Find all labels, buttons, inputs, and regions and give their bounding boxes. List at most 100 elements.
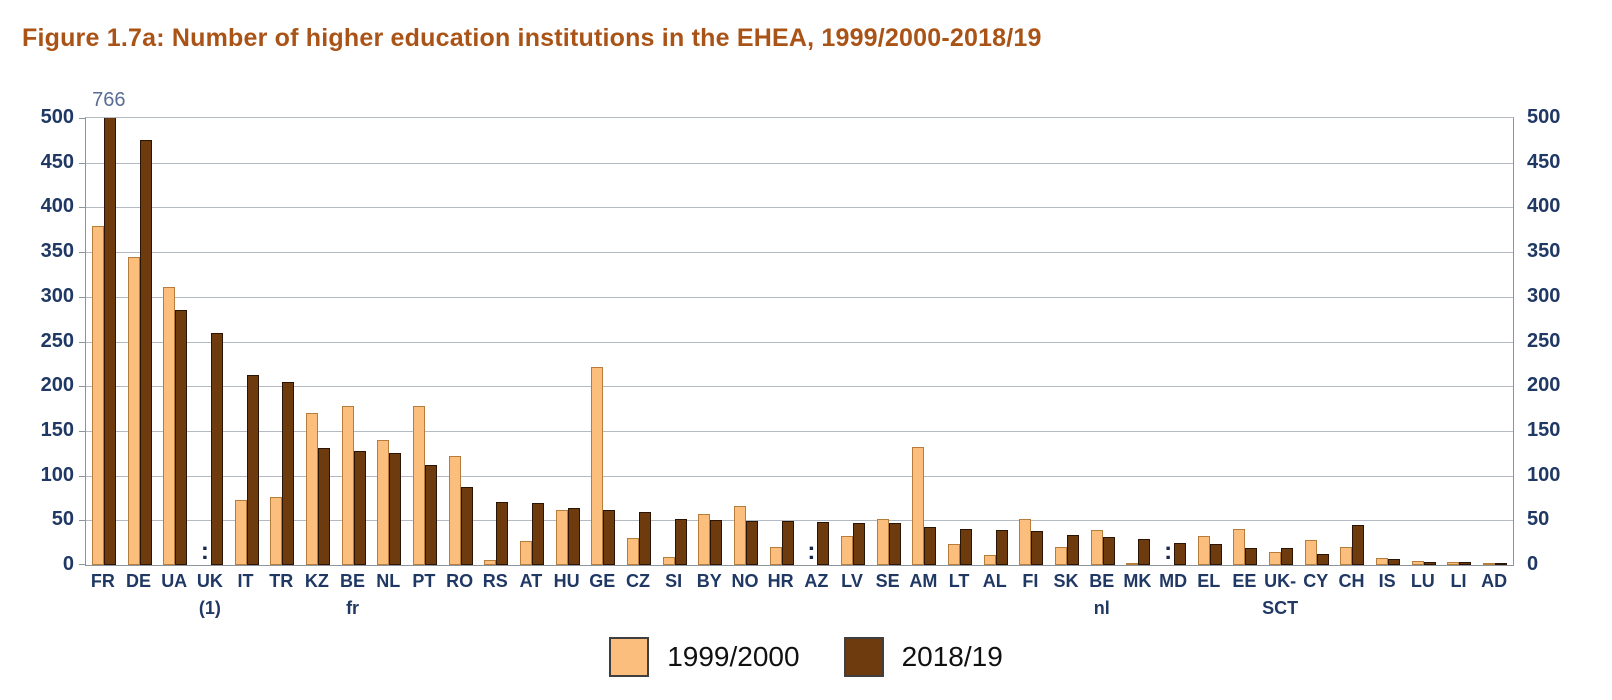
y-axis-label-left-50: 50 <box>51 508 74 531</box>
x-label-CY: CY <box>1303 571 1329 591</box>
bar-AD-2018-19 <box>1495 563 1508 565</box>
bar-EL-1999-2000 <box>1197 535 1210 565</box>
x-label-CZ: CZ <box>625 571 650 591</box>
chart-plot-area: ::: <box>79 117 1514 566</box>
missing-marker-MD: : <box>1164 538 1173 565</box>
y-axis-label-left-450: 450 <box>40 150 74 173</box>
bar-EE-2018-19 <box>1245 548 1258 565</box>
y-axis-label-right-500: 500 <box>1527 106 1561 128</box>
y-tick-0 <box>79 564 86 565</box>
gridline-350 <box>86 252 1513 254</box>
y-axis-label-left-150: 150 <box>40 418 74 441</box>
bar-LU-2018-19 <box>1423 562 1436 565</box>
legend-item-1999-2000: 1999/2000 <box>609 637 800 677</box>
bar-AT-2018-19 <box>531 503 544 565</box>
bar-LI-1999-2000 <box>1447 562 1460 565</box>
y-axis-label-right-400: 400 <box>1527 195 1561 218</box>
page-title: Figure 1.7a: Number of higher education … <box>22 24 1042 52</box>
gridline-200 <box>86 386 1513 388</box>
bar-UK--SCT-1999-2000 <box>1269 552 1282 565</box>
bar-BE-fr-2018-19 <box>353 450 366 565</box>
bar-NL-2018-19 <box>389 453 402 565</box>
x-label-HU: HU <box>553 571 580 591</box>
x-label-UA: UA <box>161 571 188 591</box>
y-axis-label-left-500: 500 <box>40 106 74 128</box>
x-label-EL: EL <box>1197 571 1221 591</box>
bar-KZ-1999-2000 <box>305 413 318 565</box>
y-tick-250 <box>79 341 86 343</box>
y-tick-400 <box>79 207 86 209</box>
bar-LV-1999-2000 <box>841 536 853 565</box>
bar-AM-1999-2000 <box>912 447 925 565</box>
bar-FR-2018-19 <box>103 118 116 565</box>
bar-AT-1999-2000 <box>519 540 532 565</box>
bar-BE-fr-1999-2000 <box>341 405 354 565</box>
bar-HR-1999-2000 <box>769 547 782 565</box>
x-label-GE: GE <box>589 571 616 591</box>
x-label-FI: FI <box>1022 571 1039 591</box>
x-label-MK: MK <box>1123 571 1152 591</box>
bar-UA-2018-19 <box>175 310 188 565</box>
bar-HU-2018-19 <box>567 507 580 565</box>
x-label-KZ: KZ <box>304 571 329 591</box>
y-axis-label-left-250: 250 <box>40 329 74 352</box>
bar-CH-2018-19 <box>1352 524 1365 565</box>
gridline-400 <box>86 207 1513 209</box>
x-label-AT: AT <box>519 571 543 591</box>
x-label-SI: SI <box>665 571 683 591</box>
chart-legend: 1999/2000 2018/19 <box>0 637 1612 677</box>
x-label-RO: RO <box>446 571 474 591</box>
x-label-CH: CH <box>1338 571 1365 591</box>
bar-LT-1999-2000 <box>948 543 961 565</box>
bar-AZ-2018-19 <box>817 522 830 565</box>
bar-TR-1999-2000 <box>270 497 283 565</box>
x-label-IT: IT <box>237 571 254 591</box>
y-tick-450 <box>79 162 86 164</box>
legend-label-1999-2000: 1999/2000 <box>667 641 800 672</box>
bar-IS-2018-19 <box>1388 558 1401 565</box>
bar-IS-1999-2000 <box>1376 557 1389 565</box>
bar-CY-2018-19 <box>1316 554 1329 565</box>
bar-LI-2018-19 <box>1459 562 1472 565</box>
bar-MD-2018-19 <box>1174 542 1187 565</box>
x-label-SK: SK <box>1053 571 1079 591</box>
x-label-IS: IS <box>1378 571 1396 591</box>
bar-NO-2018-19 <box>745 521 758 565</box>
bar-LT-2018-19 <box>960 529 973 565</box>
bar-FI-1999-2000 <box>1019 519 1032 565</box>
missing-marker-UK: : <box>200 538 209 565</box>
y-tick-50 <box>79 520 86 522</box>
bar-HU-1999-2000 <box>555 510 568 565</box>
bar-PT-2018-19 <box>424 464 437 565</box>
bar-LV-2018-19 <box>853 522 865 565</box>
gridline-150 <box>86 430 1513 432</box>
gridline-300 <box>86 296 1513 298</box>
bar-AL-2018-19 <box>995 530 1008 565</box>
y-tick-500 <box>79 118 86 119</box>
y-axis-label-right-100: 100 <box>1527 463 1561 486</box>
bar-BY-1999-2000 <box>698 514 711 565</box>
x-label-TR: TR <box>269 571 294 591</box>
bar-NO-1999-2000 <box>733 506 746 565</box>
x-label-RS: RS <box>482 571 508 591</box>
legend-swatch-1999-2000 <box>609 637 650 677</box>
bar-GE-2018-19 <box>603 509 616 565</box>
bar-RS-2018-19 <box>496 502 509 565</box>
bar-NL-1999-2000 <box>377 439 390 565</box>
x-label-LI: LI <box>1450 571 1467 591</box>
y-tick-350 <box>79 252 86 254</box>
bar-FI-2018-19 <box>1031 531 1044 565</box>
bar-AD-1999-2000 <box>1483 563 1496 565</box>
x-label-PT: PT <box>412 571 436 591</box>
y-tick-150 <box>79 430 86 432</box>
bar-LU-1999-2000 <box>1411 561 1424 565</box>
y-axis-label-right-450: 450 <box>1527 150 1561 173</box>
x-label-UK-: UK- <box>1264 571 1297 591</box>
bar-SI-1999-2000 <box>662 556 675 565</box>
x-label-SE: SE <box>875 571 900 591</box>
x-label-AZ: AZ <box>804 571 829 591</box>
bar-BY-2018-19 <box>710 520 723 565</box>
x-label-BY: BY <box>696 571 722 591</box>
bar-UA-1999-2000 <box>163 286 176 565</box>
